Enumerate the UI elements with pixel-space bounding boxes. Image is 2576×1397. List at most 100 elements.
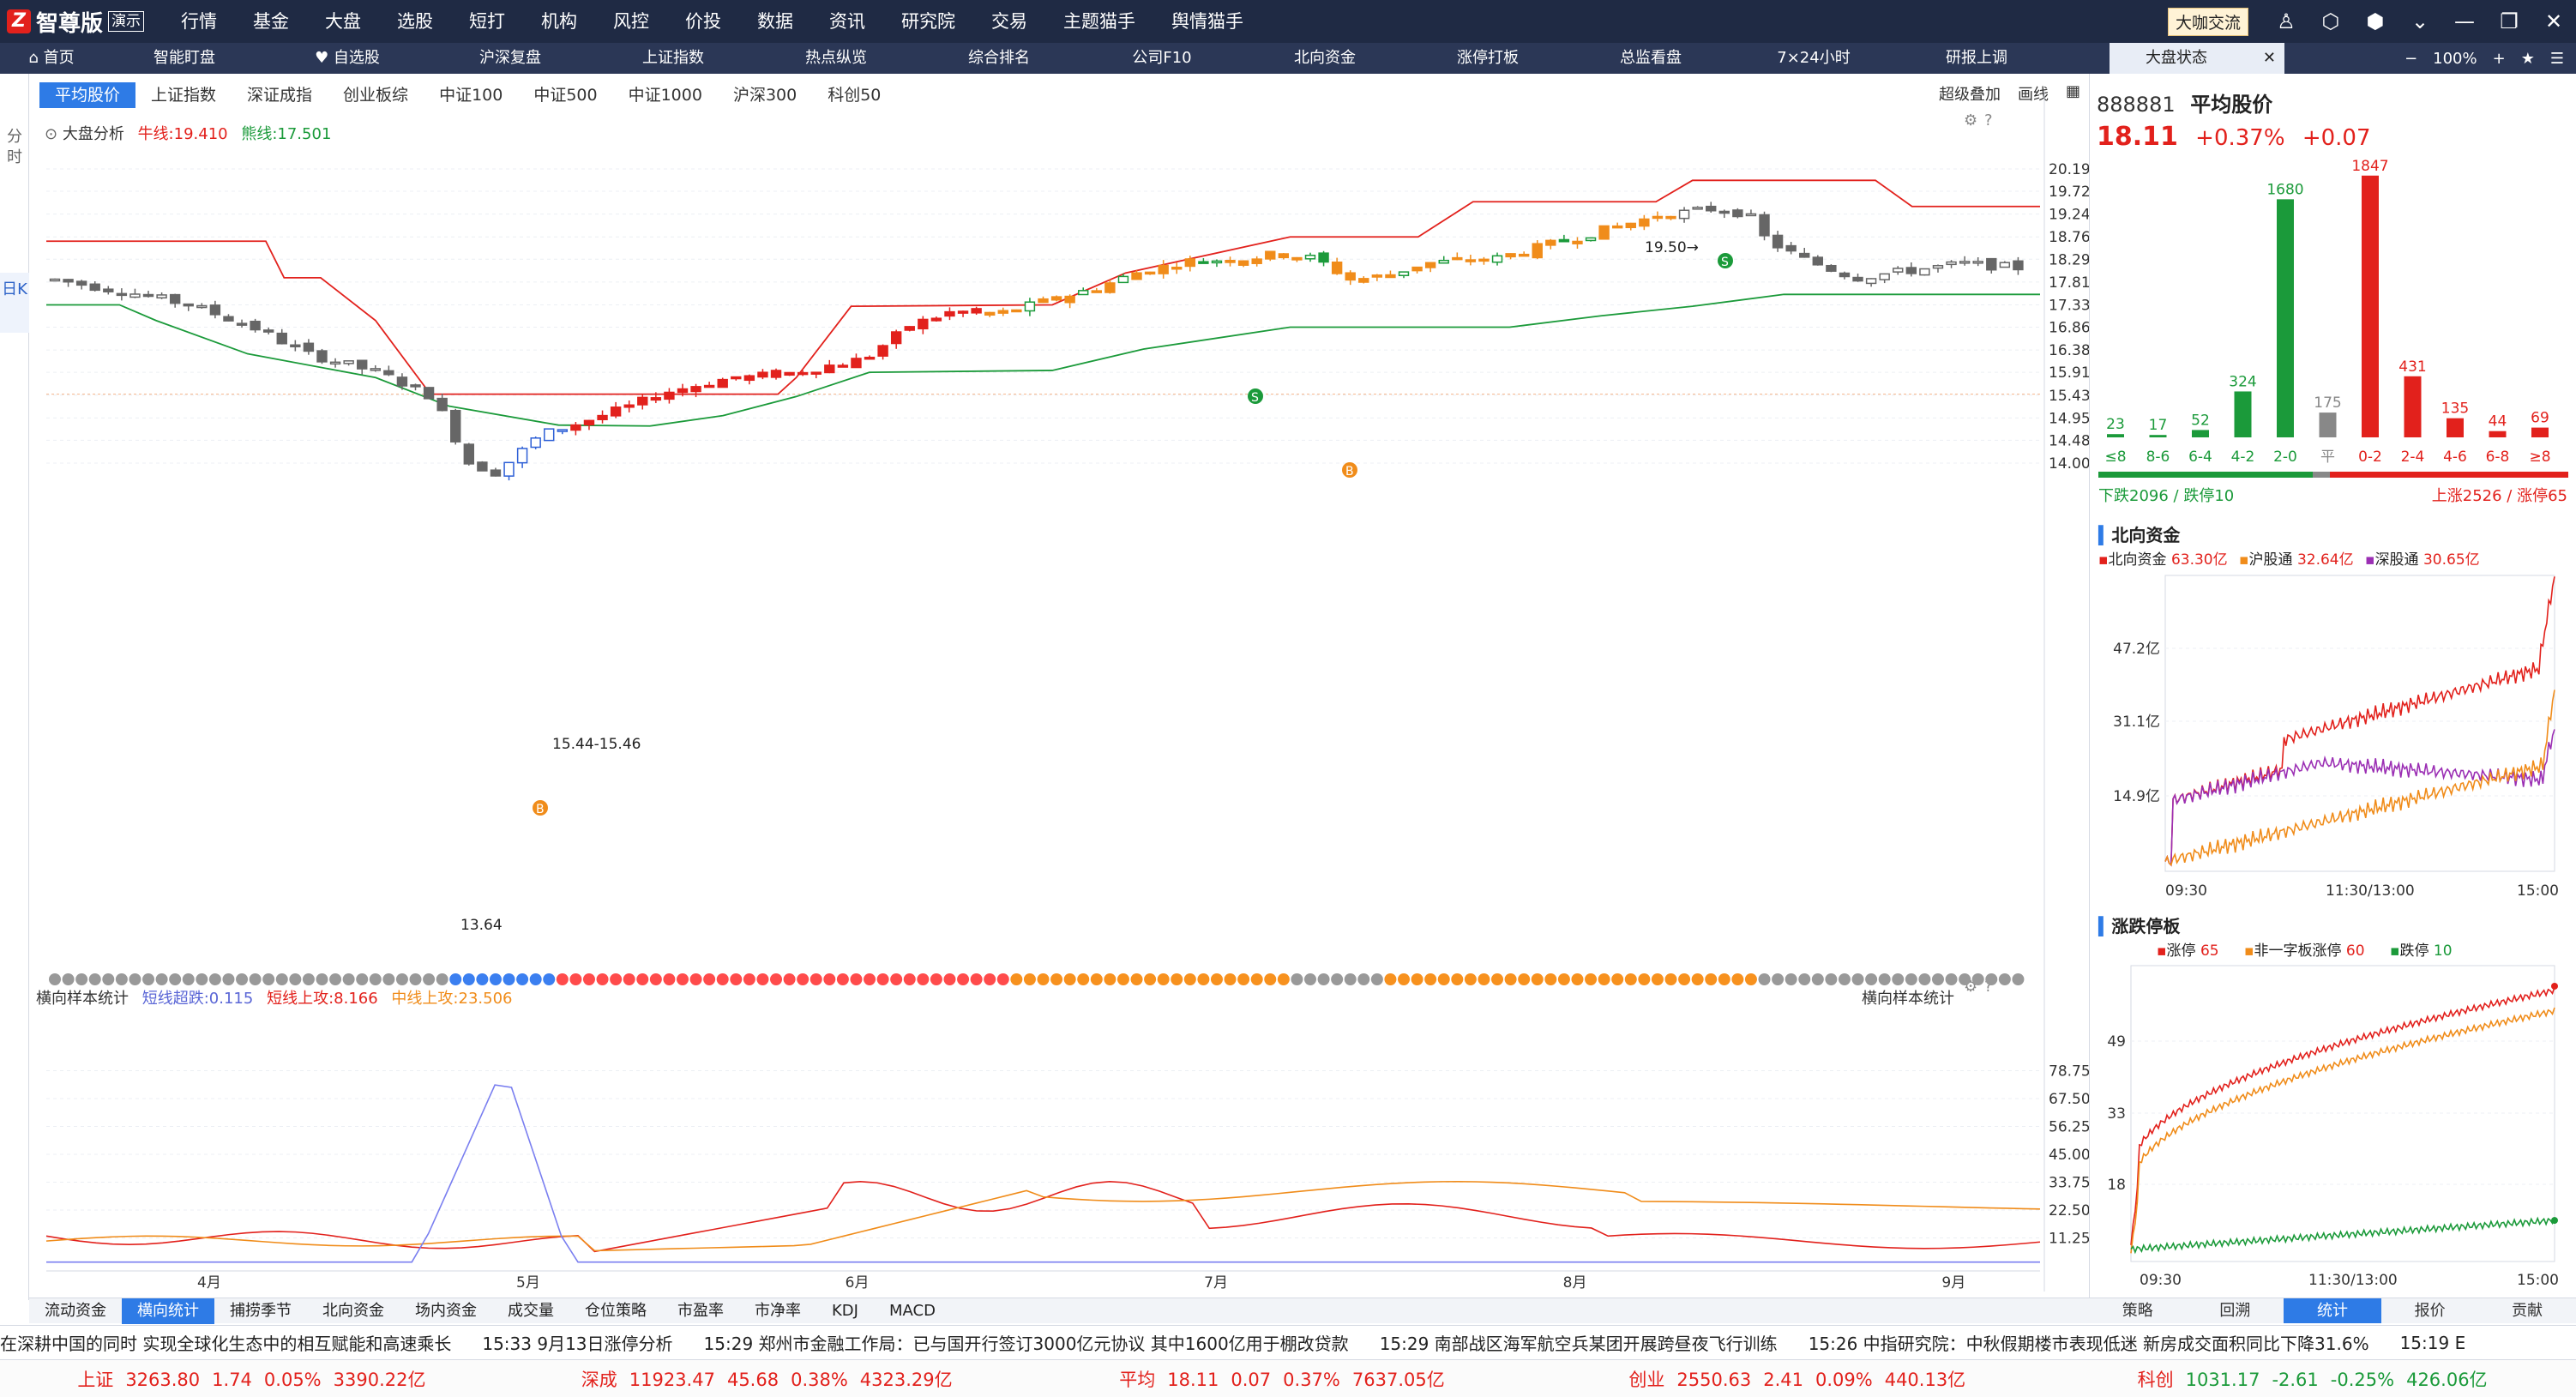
tab-0[interactable]: ⌂ 首页	[0, 43, 103, 74]
rp-tab-2[interactable]: 统计	[2284, 1298, 2381, 1323]
exchange-button[interactable]: 大咖交流	[2167, 7, 2248, 36]
ticker-4[interactable]: 科创 1031.17 -2.61 -0.25% 426.06亿	[2061, 1366, 2576, 1392]
ticker-0[interactable]: 上证 3263.80 1.74 0.05% 3390.22亿	[0, 1366, 515, 1392]
bottom-tab-3[interactable]: 北向资金	[322, 1301, 384, 1320]
tab-7[interactable]: 公司F10	[1080, 43, 1243, 74]
index-tab-5[interactable]: 中证500	[533, 86, 598, 105]
help-icon[interactable]: ?	[1984, 978, 1993, 996]
ticker-1[interactable]: 深成 11923.47 45.68 0.38% 4323.29亿	[515, 1366, 1031, 1392]
tab-active-market-status[interactable]: 大盘状态 ✕	[2110, 43, 2284, 74]
tab-12[interactable]: 研报上调	[1895, 43, 2058, 74]
index-tab-4[interactable]: 中证100	[439, 86, 503, 105]
expand-icon[interactable]: ⊙	[45, 125, 58, 143]
menu-item-2[interactable]: 大盘	[325, 11, 361, 32]
minimize-icon[interactable]: —	[2454, 9, 2475, 33]
close-icon[interactable]: ✕	[2544, 9, 2563, 33]
menu-item-11[interactable]: 交易	[991, 11, 1027, 32]
bottom-tab-1[interactable]: 横向统计	[122, 1298, 214, 1324]
close-tab-icon[interactable]: ✕	[2262, 49, 2276, 67]
menu-item-13[interactable]: 舆情猫手	[1171, 11, 1243, 32]
draw-button[interactable]: 画线	[2017, 86, 2049, 104]
bottom-tab-6[interactable]: 仓位策略	[585, 1301, 647, 1320]
zoom-in-icon[interactable]: +	[2492, 49, 2506, 68]
zoom-out-icon[interactable]: −	[2404, 49, 2418, 68]
dist-bar[interactable]	[2319, 412, 2337, 437]
bottom-tab-2[interactable]: 捕捞季节	[230, 1301, 292, 1320]
rp-tab-0[interactable]: 策略	[2122, 1302, 2153, 1320]
bottom-tab-7[interactable]: 市盈率	[677, 1301, 724, 1320]
dist-bar[interactable]	[2192, 430, 2209, 437]
menu-item-1[interactable]: 基金	[253, 11, 289, 32]
tab-1[interactable]: 智能盯盘	[103, 43, 266, 74]
rp-tab-4[interactable]: 贡献	[2512, 1302, 2543, 1320]
index-tab-8[interactable]: 科创50	[828, 86, 882, 105]
menu-item-5[interactable]: 机构	[541, 11, 577, 32]
menu-item-3[interactable]: 选股	[397, 11, 433, 32]
bottom-tab-0[interactable]: 流动资金	[45, 1301, 106, 1320]
menu-item-9[interactable]: 资讯	[829, 11, 865, 32]
dist-bar[interactable]	[2447, 418, 2464, 437]
index-tab-0[interactable]: 平均股价	[39, 82, 136, 108]
menu-item-0[interactable]: 行情	[181, 11, 217, 32]
dist-bar[interactable]	[2362, 175, 2379, 437]
settings-icon[interactable]: ⬡	[2321, 9, 2340, 33]
restore-icon[interactable]: ❐	[2500, 9, 2519, 33]
help-icon[interactable]: ?	[1984, 111, 1993, 129]
menu-item-12[interactable]: 主题猫手	[1063, 11, 1135, 32]
index-tab-1[interactable]: 上证指数	[151, 86, 217, 105]
bottom-tab-10[interactable]: MACD	[888, 1301, 936, 1320]
grid-icon[interactable]: ▦	[2065, 82, 2080, 100]
bottom-tab-9[interactable]: KDJ	[832, 1301, 858, 1320]
dist-bar[interactable]	[2234, 391, 2252, 437]
menu-item-6[interactable]: 风控	[613, 11, 649, 32]
dist-bar[interactable]	[2489, 431, 2507, 437]
chevron-down-icon[interactable]: ⌄	[2410, 9, 2429, 33]
menu-item-8[interactable]: 数据	[757, 11, 793, 32]
kline-chart[interactable]: 20.19 19.72 19.24 18.76 18.29 17.81 17.33 16.86…	[29, 74, 2089, 1300]
news-item[interactable]: 15:29 郑州市金融工作局：已与国开行签订3000亿元协议 其中1600亿用于…	[703, 1334, 1349, 1354]
news-item[interactable]: 15:33 9月13日涨停分析	[482, 1334, 673, 1354]
index-tab-7[interactable]: 沪深300	[732, 86, 797, 105]
tab-3[interactable]: 沪深复盘	[429, 43, 592, 74]
menu-item-4[interactable]: 短打	[469, 11, 505, 32]
tab-intraday[interactable]: 分时	[7, 128, 22, 166]
dist-bar[interactable]	[2277, 199, 2294, 437]
settings-icon[interactable]: ⚙	[1964, 111, 1977, 129]
user-icon[interactable]: ♙	[2277, 9, 2296, 33]
sell-marker-icon[interactable]	[1718, 253, 1733, 268]
tab-10[interactable]: 总监看盘	[1569, 43, 1732, 74]
dist-bar[interactable]	[2404, 376, 2422, 437]
tab-5[interactable]: 热点纵览	[755, 43, 918, 74]
news-ticker[interactable]: 在深耕中国的同时 实现全球化生态中的相互赋能和高速乘长 15:33 9月13日涨停…	[0, 1325, 2576, 1359]
dist-bar[interactable]	[2107, 434, 2124, 437]
bottom-tab-8[interactable]: 市净率	[755, 1301, 801, 1320]
dist-bar[interactable]	[2149, 435, 2167, 437]
tab-8[interactable]: 北向资金	[1243, 43, 1406, 74]
skin-icon[interactable]: ⬢	[2366, 9, 2385, 33]
rp-tab-1[interactable]: 回溯	[2219, 1302, 2251, 1320]
news-item[interactable]: 15:19 E	[2399, 1332, 2466, 1353]
tab-6[interactable]: 综合排名	[918, 43, 1080, 74]
bottom-tab-4[interactable]: 场内资金	[415, 1301, 477, 1320]
index-tab-6[interactable]: 中证1000	[628, 86, 702, 105]
sell-marker-icon[interactable]	[1248, 388, 1263, 404]
dist-bar[interactable]	[2531, 427, 2549, 437]
overlay-button[interactable]: 超级叠加	[1938, 86, 2001, 104]
index-tab-2[interactable]: 深证成指	[247, 86, 313, 105]
buy-marker-icon[interactable]	[1342, 462, 1357, 478]
menu-item-10[interactable]: 研究院	[901, 11, 955, 32]
rp-tab-3[interactable]: 报价	[2414, 1302, 2446, 1320]
tab-2[interactable]: ♥ 自选股	[266, 43, 429, 74]
tab-daily-k[interactable]: 日K	[0, 273, 29, 333]
ticker-2[interactable]: 平均 18.11 0.07 0.37% 7637.05亿	[1031, 1366, 1546, 1392]
menu-icon[interactable]: ☰	[2549, 49, 2564, 68]
news-item[interactable]: 15:26 中指研究院：中秋假期楼市表现低迷 新房成交面积同比下降31.6%	[1808, 1334, 2369, 1354]
tab-11[interactable]: 7×24小时	[1732, 43, 1895, 74]
star-icon[interactable]: ★	[2520, 49, 2535, 68]
index-tab-3[interactable]: 创业板综	[343, 86, 409, 105]
bottom-tab-5[interactable]: 成交量	[508, 1301, 554, 1320]
tab-4[interactable]: 上证指数	[592, 43, 755, 74]
legend-name[interactable]: 大盘分析	[62, 125, 124, 143]
tab-9[interactable]: 涨停打板	[1406, 43, 1569, 74]
news-item[interactable]: 15:29 南部战区海军航空兵某团开展跨昼夜飞行训练	[1379, 1334, 1778, 1354]
